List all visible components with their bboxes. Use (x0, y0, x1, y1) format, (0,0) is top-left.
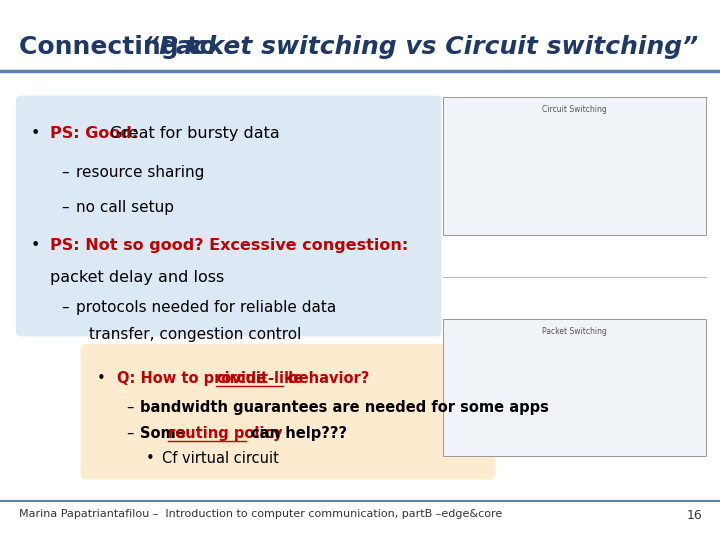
Text: 16: 16 (686, 509, 702, 522)
Text: protocols needed for reliable data: protocols needed for reliable data (76, 300, 336, 315)
Text: •: • (97, 371, 106, 386)
Text: PS: Good:: PS: Good: (50, 126, 144, 141)
Text: Cf virtual circuit: Cf virtual circuit (162, 451, 279, 466)
Text: Some: Some (140, 426, 192, 441)
Text: packet delay and loss: packet delay and loss (50, 270, 225, 285)
Text: –: – (61, 300, 69, 315)
FancyBboxPatch shape (443, 97, 706, 235)
Text: resource sharing: resource sharing (76, 165, 204, 180)
Text: –: – (126, 400, 133, 415)
Text: –: – (61, 200, 69, 215)
Text: –: – (126, 426, 133, 441)
FancyBboxPatch shape (443, 319, 706, 456)
Text: “Packet switching vs Circuit switching”: “Packet switching vs Circuit switching” (143, 35, 698, 59)
Text: Connecting to: Connecting to (19, 35, 226, 59)
Text: bandwidth guarantees are needed for some apps: bandwidth guarantees are needed for some… (140, 400, 549, 415)
Text: no call setup: no call setup (76, 200, 174, 215)
FancyBboxPatch shape (16, 96, 441, 336)
Text: Packet Switching: Packet Switching (541, 327, 607, 336)
Text: Circuit Switching: Circuit Switching (542, 105, 606, 114)
Text: circuit-like: circuit-like (217, 371, 304, 386)
Text: Marina Papatriantafilou –  Introduction to computer communication, partB –edge&c: Marina Papatriantafilou – Introduction t… (19, 509, 503, 519)
Text: transfer, congestion control: transfer, congestion control (89, 327, 301, 342)
Text: routing policy: routing policy (168, 426, 283, 441)
Text: can help???: can help??? (246, 426, 347, 441)
Text: •: • (145, 451, 154, 466)
Text: PS: Not so good? Excessive congestion:: PS: Not so good? Excessive congestion: (50, 238, 409, 253)
Text: •: • (30, 238, 40, 253)
Text: Great for bursty data: Great for bursty data (110, 126, 280, 141)
Text: behavior?: behavior? (283, 371, 369, 386)
Text: •: • (30, 126, 40, 141)
FancyBboxPatch shape (81, 344, 495, 480)
Text: Q: How to provide: Q: How to provide (117, 371, 271, 386)
Text: –: – (61, 165, 69, 180)
